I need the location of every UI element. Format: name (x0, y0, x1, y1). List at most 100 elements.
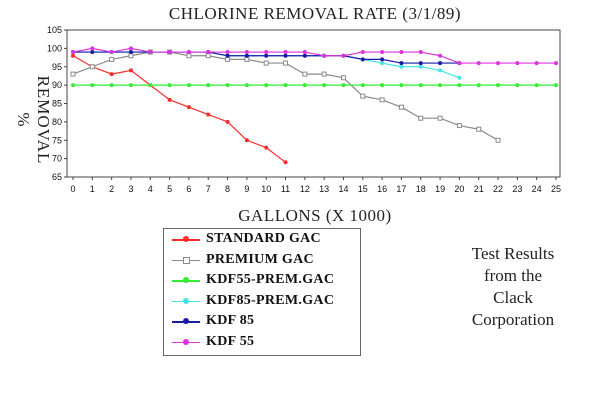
data-point (264, 50, 269, 55)
legend-swatch (172, 314, 200, 328)
legend-item-kdf85-prem-gac: KDF85-PREM.GAC (164, 291, 360, 312)
x-tick-label: 12 (300, 184, 310, 194)
data-point (302, 71, 308, 77)
y-tick-label: 95 (52, 62, 62, 72)
data-point (380, 57, 385, 62)
data-point (438, 83, 443, 88)
y-tick-label: 75 (52, 135, 62, 145)
data-point (128, 68, 133, 73)
note-line: Corporation (471, 310, 555, 329)
x-tick-label: 20 (454, 184, 464, 194)
data-point (437, 115, 443, 121)
legend-item-kdf-55: KDF 55 (164, 332, 360, 353)
x-axis: 0 1 2 3 4 5 6 7 8 9 10 11 12 13 14 15 16 17 18 19 20 21 22 23 24… (70, 177, 561, 194)
x-tick-label: 14 (338, 184, 348, 194)
data-point (244, 83, 249, 88)
legend-item-premium-gac: PREMIUM GAC (164, 250, 360, 271)
data-point (283, 83, 288, 88)
data-point (283, 50, 288, 55)
data-point (476, 126, 482, 132)
data-point (263, 60, 269, 66)
data-point (534, 83, 539, 88)
data-point (283, 160, 288, 165)
y-tick-label: 80 (52, 117, 62, 127)
data-point (380, 50, 385, 55)
data-point (225, 119, 230, 124)
data-point (205, 53, 211, 59)
x-tick-label: 6 (186, 184, 191, 194)
data-point (167, 50, 172, 55)
data-point (438, 61, 443, 66)
x-tick-label: 1 (90, 184, 95, 194)
data-point (71, 50, 75, 55)
data-point (380, 61, 385, 66)
data-point (360, 83, 365, 88)
data-point (148, 50, 153, 55)
x-tick-label: 0 (70, 184, 75, 194)
y-tick-label: 105 (47, 25, 62, 35)
legend-item-kdf-85: KDF 85 (164, 311, 360, 332)
legend-item-kdf55-prem-gac: KDF55-PREM.GAC (164, 270, 360, 291)
data-point (206, 83, 211, 88)
legend-label: KDF 55 (206, 333, 255, 349)
series-layer (70, 46, 558, 165)
data-point (554, 61, 558, 66)
data-point (167, 97, 172, 102)
data-point (90, 50, 95, 55)
legend-label: STANDARD GAC (206, 231, 321, 247)
legend-swatch (172, 253, 200, 267)
legend-swatch (172, 335, 200, 349)
data-point (379, 97, 385, 103)
data-point (186, 50, 191, 55)
x-tick-label: 21 (474, 184, 484, 194)
data-point (244, 56, 250, 62)
y-tick-label: 100 (47, 43, 62, 53)
data-point (322, 83, 327, 88)
legend-label: PREMIUM GAC (206, 251, 314, 267)
data-point (109, 83, 114, 88)
x-tick-label: 9 (244, 184, 249, 194)
data-point (476, 83, 481, 88)
data-point (90, 83, 95, 88)
data-point (457, 61, 462, 66)
data-point (109, 72, 114, 77)
data-point (515, 83, 520, 88)
data-point (283, 53, 288, 58)
x-tick-label: 7 (206, 184, 211, 194)
data-point (438, 53, 443, 58)
data-point (264, 145, 269, 150)
data-point (360, 57, 365, 62)
data-point (418, 83, 423, 88)
data-point (476, 61, 481, 66)
x-tick-label: 13 (319, 184, 329, 194)
data-point (264, 53, 269, 58)
legend-item-standard-gac: STANDARD GAC (164, 229, 360, 250)
y-tick-label: 70 (52, 154, 62, 164)
data-point (398, 104, 404, 110)
data-point (167, 83, 172, 88)
data-point (438, 68, 443, 73)
data-point (399, 83, 404, 88)
series-line (72, 55, 286, 163)
data-point (360, 93, 366, 99)
legend: STANDARD GAC PREMIUM GAC KDF55-PREM.GAC … (163, 228, 361, 356)
data-point (109, 50, 114, 55)
x-tick-label: 17 (396, 184, 406, 194)
data-point (302, 83, 307, 88)
data-point (244, 50, 249, 55)
data-point (457, 83, 462, 88)
legend-label: KDF 85 (206, 313, 255, 329)
x-tick-label: 10 (261, 184, 271, 194)
x-tick-label: 16 (377, 184, 387, 194)
data-point (128, 46, 133, 51)
data-point (418, 50, 423, 55)
x-tick-label: 19 (435, 184, 445, 194)
source-note: Test Results from the Clack Corporation (458, 243, 568, 331)
data-point (496, 83, 501, 88)
series-premium-gac (70, 49, 501, 143)
note-line: from the (483, 266, 543, 285)
data-point (206, 112, 211, 117)
data-point (456, 123, 462, 129)
data-point (89, 64, 95, 70)
